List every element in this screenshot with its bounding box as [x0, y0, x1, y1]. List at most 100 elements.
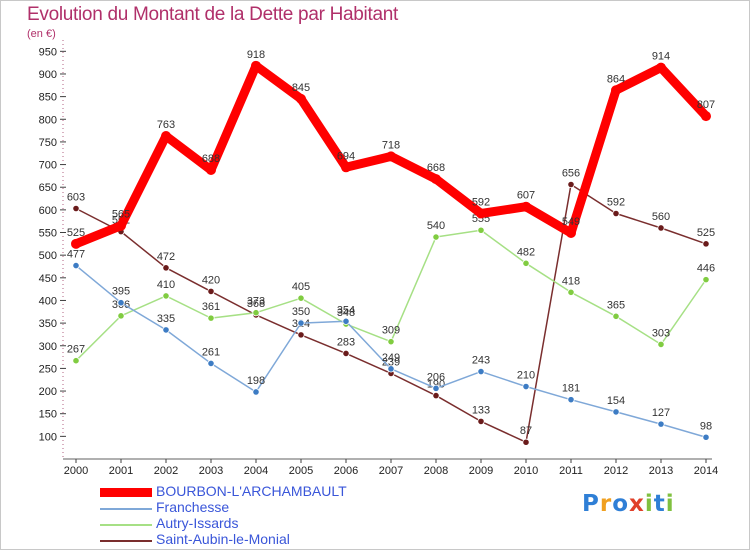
- y-tick-label: 400: [39, 295, 57, 307]
- legend-label-autry: Autry-Issards: [156, 515, 239, 531]
- y-tick-label: 850: [39, 92, 57, 104]
- data-label: 365: [607, 299, 625, 311]
- data-label: 154: [607, 395, 625, 407]
- data-label: 607: [517, 190, 535, 202]
- data-label: 525: [697, 227, 715, 239]
- data-label: 420: [202, 274, 220, 286]
- series-1: 477 395 335 261 198 350 354 249 206 243 210 181 154 1…: [67, 249, 712, 441]
- data-label: 395: [112, 286, 130, 298]
- y-tick-label: 300: [39, 341, 57, 353]
- data-label: 656: [562, 167, 580, 179]
- data-point: [432, 233, 440, 241]
- data-point: [657, 340, 665, 348]
- y-tick-label: 200: [39, 386, 57, 398]
- data-label: 87: [520, 425, 532, 437]
- data-point: [162, 326, 170, 334]
- x-tick-label: 2006: [334, 465, 358, 477]
- legend-swatch-saint-aubin: [100, 540, 152, 542]
- y-tick-label: 600: [39, 205, 57, 217]
- data-label: 98: [700, 420, 712, 432]
- data-label: 335: [157, 313, 175, 325]
- data-point: [387, 365, 395, 373]
- data-label: 249: [382, 352, 400, 364]
- data-label: 210: [517, 370, 535, 382]
- data-label: 482: [517, 246, 535, 258]
- legend-label-bourbon: BOURBON-L'ARCHAMBAULT: [156, 483, 347, 499]
- data-label: 181: [562, 383, 580, 395]
- x-tick-label: 2010: [514, 465, 538, 477]
- data-point: [297, 294, 305, 302]
- data-label: 807: [697, 99, 715, 111]
- data-label: 405: [292, 281, 310, 293]
- logo-letter: x: [629, 491, 645, 517]
- data-label: 261: [202, 346, 220, 358]
- x-tick-label: 2009: [469, 465, 493, 477]
- data-point: [207, 359, 215, 368]
- data-point: [207, 287, 215, 295]
- data-point: [656, 62, 666, 73]
- data-label: 361: [202, 301, 220, 313]
- data-point: [296, 93, 306, 104]
- chart-title: Evolution du Montant de la Dette par Hab…: [27, 4, 398, 25]
- data-point: [342, 317, 350, 325]
- data-point: [657, 420, 665, 428]
- data-point: [432, 391, 440, 400]
- y-tick-label: 700: [39, 160, 57, 172]
- data-label: 763: [157, 119, 175, 131]
- data-label: 350: [292, 306, 310, 318]
- y-tick-label: 450: [39, 273, 57, 285]
- logo-letter: i: [665, 491, 675, 517]
- data-point: [522, 259, 530, 267]
- data-label: 198: [247, 375, 265, 387]
- data-point: [522, 382, 530, 391]
- data-point: [72, 261, 80, 270]
- data-label: 603: [67, 192, 85, 204]
- data-point: [251, 60, 261, 71]
- axes-group: 100 150 200 250 300 350 400 450 500 550 600 650 700 7…: [39, 40, 718, 477]
- data-point: [341, 162, 351, 173]
- data-point: [297, 331, 305, 339]
- data-point: [72, 357, 80, 365]
- data-label: 309: [382, 325, 400, 337]
- data-point: [252, 309, 260, 317]
- x-tick-label: 2011: [559, 465, 583, 477]
- data-point: [566, 227, 576, 238]
- y-tick-label: 100: [39, 431, 57, 443]
- data-point: [657, 224, 665, 232]
- data-label: 668: [427, 162, 445, 174]
- data-point: [522, 438, 530, 446]
- data-label: 688: [202, 153, 220, 165]
- data-point: [386, 151, 396, 162]
- y-tick-label: 250: [39, 363, 57, 375]
- data-point: [477, 367, 485, 376]
- data-point: [207, 314, 215, 322]
- data-label: 267: [67, 344, 85, 356]
- data-label: 914: [652, 51, 670, 63]
- data-point: [117, 299, 125, 307]
- data-label: 206: [427, 371, 445, 383]
- y-tick-label: 150: [39, 409, 57, 421]
- data-point: [477, 226, 485, 234]
- data-point: [117, 312, 125, 320]
- legend-swatch-autry: [100, 524, 152, 526]
- x-tick-label: 2012: [604, 465, 628, 477]
- data-point: [702, 433, 710, 441]
- data-point: [612, 408, 620, 416]
- data-label: 549: [562, 216, 580, 228]
- logo-letter: r: [599, 491, 613, 517]
- data-point: [476, 208, 486, 219]
- series-2: 2673664103613734053483095405554824183653…: [67, 213, 715, 365]
- series-3: 6035524724203683242832391901338765659256…: [67, 167, 715, 446]
- data-label: 918: [247, 49, 265, 61]
- data-label: 303: [652, 327, 670, 339]
- data-label: 525: [67, 227, 85, 239]
- x-tick-label: 2013: [649, 465, 673, 477]
- data-point: [702, 276, 710, 284]
- x-tick-label: 2003: [199, 465, 223, 477]
- x-tick-label: 2005: [289, 465, 313, 477]
- data-point: [162, 264, 170, 272]
- data-point: [206, 165, 216, 176]
- y-tick-label: 350: [39, 318, 57, 330]
